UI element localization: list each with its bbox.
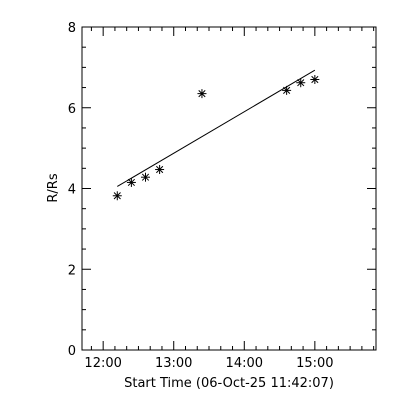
plot-frame [81, 26, 377, 351]
tick-labels: 12:00 13:00 14:00 15:00 0 2 4 6 8 [68, 21, 334, 371]
data-point [310, 74, 320, 84]
data-point [141, 172, 151, 182]
y-tick-label: 2 [68, 263, 76, 278]
y-tick-label: 6 [68, 102, 76, 117]
data-points [112, 74, 320, 201]
y-axis-label: R/Rs [46, 173, 61, 202]
axis-ticks [82, 26, 376, 351]
data-point [155, 165, 165, 175]
x-tick-label: 12:00 [84, 356, 121, 371]
data-point [126, 177, 136, 187]
data-point [296, 78, 306, 88]
fit-line [117, 69, 316, 187]
x-tick-label: 13:00 [155, 356, 192, 371]
data-point [197, 89, 207, 99]
data-point [112, 191, 122, 201]
y-tick-label: 4 [68, 183, 76, 198]
x-tick-label: 15:00 [296, 356, 333, 371]
x-tick-label: 14:00 [226, 356, 263, 371]
y-tick-label: 0 [68, 344, 76, 359]
y-tick-label: 8 [68, 21, 76, 36]
data-point [282, 85, 292, 95]
x-axis-label: Start Time (06-Oct-25 11:42:07) [124, 376, 334, 391]
